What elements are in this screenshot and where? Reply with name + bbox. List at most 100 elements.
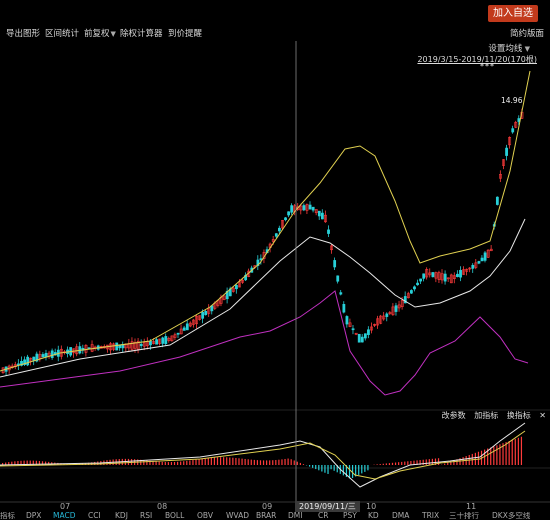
tab-kd[interactable]: KD <box>368 512 379 520</box>
macd-bar <box>490 447 492 465</box>
high-price-label: 14.96 <box>501 96 523 105</box>
tab-kdj[interactable]: KDJ <box>115 512 128 520</box>
macd-bar <box>127 458 130 465</box>
macd-bar <box>5 462 7 465</box>
candle-body <box>238 281 241 288</box>
candle-body <box>483 252 487 261</box>
candle-body <box>333 260 337 268</box>
macd-bar <box>302 464 305 465</box>
candle-body <box>204 311 208 316</box>
export-chart-button[interactable]: 导出图形 <box>6 29 41 39</box>
macd-bar <box>176 461 179 465</box>
candle-body <box>382 315 386 320</box>
add-to-watchlist-button[interactable]: 加入自选 <box>488 5 538 22</box>
candle-body <box>185 323 189 331</box>
tab-obv[interactable]: OBV <box>197 512 213 520</box>
candle-body <box>456 273 459 277</box>
tab-cci[interactable]: CCI <box>88 512 101 520</box>
ma-settings-dropdown[interactable]: 设置均线 ▼ <box>488 44 530 54</box>
tab-trix[interactable]: TRIX <box>422 512 440 520</box>
candle-body <box>502 159 505 166</box>
add-indicator-button[interactable]: 加指标 <box>474 411 499 420</box>
ex-rights-calculator-button[interactable]: 除权计算器 <box>120 29 163 39</box>
tab-brar[interactable]: BRAR <box>256 512 277 520</box>
macd-bar <box>170 462 173 465</box>
candle-body <box>342 303 346 313</box>
price-alert-button[interactable]: 到价提醒 <box>168 29 203 39</box>
candle-body <box>287 211 291 216</box>
macd-bar <box>244 458 246 465</box>
macd-bar <box>167 462 169 465</box>
candle-body <box>379 315 383 324</box>
close-icon[interactable]: ✕ <box>539 411 546 420</box>
candle-body <box>305 204 309 211</box>
candle-body <box>416 282 419 286</box>
macd-bar <box>318 465 320 471</box>
candle-body <box>465 268 469 272</box>
candle-body <box>164 336 168 345</box>
macd-bar <box>229 457 231 465</box>
candle-body <box>314 209 318 214</box>
candle-body <box>231 287 235 292</box>
macd-bar <box>32 460 34 465</box>
edit-params-button[interactable]: 改参数 <box>441 411 466 420</box>
candle-body <box>158 338 162 344</box>
macd-bar <box>364 465 366 472</box>
candle-body <box>474 262 478 268</box>
macd-bar <box>189 460 191 465</box>
month-label: 08 <box>157 502 168 511</box>
tab-指标[interactable]: 指标 <box>0 512 15 520</box>
tab-wvad[interactable]: WVAD <box>226 512 249 520</box>
candle-body <box>84 344 88 353</box>
macd-bar <box>284 458 286 465</box>
candle-body <box>115 342 119 351</box>
indicator-tabs: 指标 DPX MACD CCI KDJ RSI BOLL OBV WVAD BRAR DMI CR PS… <box>0 512 550 520</box>
candle-body <box>90 344 94 352</box>
macd-bar <box>508 441 510 465</box>
macd-bar <box>385 463 387 465</box>
candle-body <box>170 335 174 342</box>
macd-bar <box>511 439 513 465</box>
kline-chart[interactable] <box>0 41 550 512</box>
macd-bar <box>483 449 486 465</box>
candle-body <box>403 296 407 304</box>
candle-body <box>136 340 140 350</box>
tab-boll[interactable]: BOLL <box>165 512 185 520</box>
macd-bar <box>367 465 369 471</box>
macd-bar <box>336 465 338 473</box>
tab-dmi[interactable]: DMI <box>288 512 303 520</box>
candle-body <box>41 354 45 358</box>
tab-三十排行[interactable]: 三十排行 <box>449 512 479 520</box>
candle-body <box>23 359 26 365</box>
switch-indicator-button[interactable]: 换指标 <box>506 411 531 420</box>
range-stats-button[interactable]: 区间统计 <box>45 29 80 39</box>
month-label: 07 <box>60 502 71 511</box>
simple-view-button[interactable]: 简约版面 <box>509 29 544 39</box>
macd-dif-line <box>0 422 526 488</box>
date-range-label[interactable]: 2019/3/15-2019/11/20(170根) <box>417 55 537 64</box>
macd-bar <box>26 460 28 465</box>
adjust-mode-dropdown[interactable]: 前复权▼ <box>84 29 116 39</box>
tab-rsi[interactable]: RSI <box>140 512 153 520</box>
macd-bar <box>453 460 455 465</box>
tab-cr[interactable]: CR <box>318 512 329 520</box>
tab-psy[interactable]: PSY <box>343 512 357 520</box>
macd-bar <box>401 461 403 465</box>
macd-bar <box>29 460 31 465</box>
tab-dpx[interactable]: DPX <box>26 512 42 520</box>
candle-body <box>397 304 401 309</box>
ma-yellow-line <box>0 70 531 372</box>
candle-body <box>370 326 373 331</box>
tab-dma[interactable]: DMA <box>392 512 410 520</box>
month-label: 10 <box>366 502 377 511</box>
macd-bar <box>173 461 176 465</box>
tab-macd[interactable]: MACD <box>53 512 76 520</box>
tab-dkx多空线[interactable]: DKX多空线 <box>492 512 531 520</box>
macd-bar <box>35 460 37 465</box>
candle-body <box>354 332 358 335</box>
macd-bar <box>287 458 289 465</box>
month-label: 09 <box>262 502 273 511</box>
candle-body <box>20 360 23 366</box>
macd-bar <box>250 459 252 465</box>
macd-bar <box>514 438 516 465</box>
